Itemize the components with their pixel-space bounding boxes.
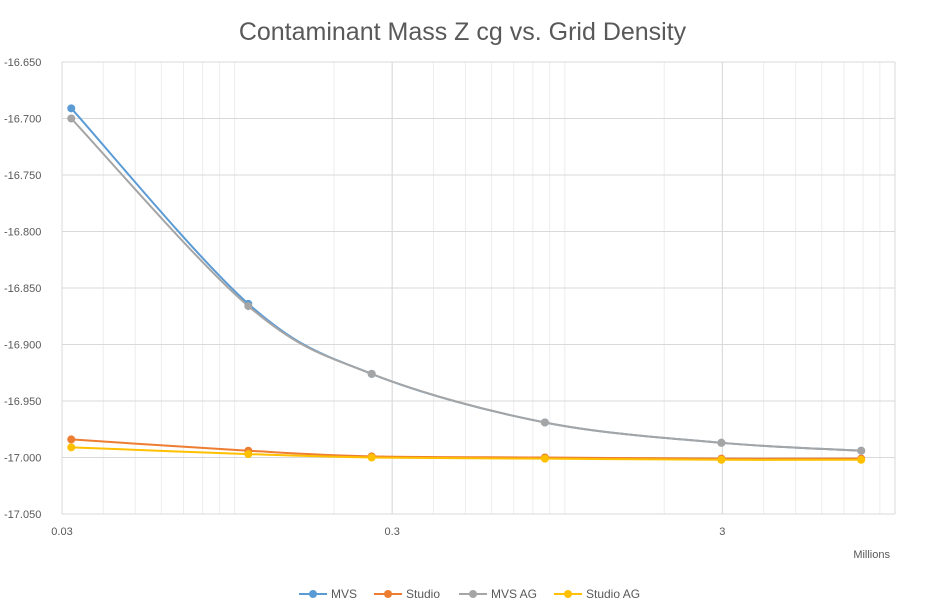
- data-point-studio-ag: [367, 453, 376, 462]
- data-point-studio-ag: [717, 455, 726, 464]
- y-tick-label: -16.800: [4, 227, 41, 239]
- data-point-mvs: [67, 104, 76, 113]
- y-tick-label: -16.850: [4, 283, 41, 295]
- legend-marker-mvs-ag: [469, 590, 477, 598]
- series-line-mvs: [70, 107, 862, 452]
- legend-label-studio-ag: Studio AG: [586, 587, 640, 601]
- series-layer: [67, 104, 866, 464]
- data-point-mvs-ag: [540, 418, 549, 427]
- data-point-studio-ag: [244, 450, 253, 459]
- x-unit-label: Millions: [853, 549, 890, 561]
- y-tick-label: -16.700: [4, 114, 41, 126]
- series-line-studio: [71, 438, 862, 460]
- legend-marker-studio-ag: [564, 590, 572, 598]
- y-tick-label: -17.050: [4, 509, 41, 521]
- x-tick-label: 0.03: [51, 526, 72, 538]
- data-point-mvs-ag: [717, 438, 726, 447]
- data-point-studio: [67, 435, 76, 444]
- legend-label-studio: Studio: [406, 587, 440, 601]
- legend-layer: MVS Studio MVS AG Studio AG: [299, 587, 640, 601]
- axis-layer: -16.650 -16.700 -16.750 -16.800 -16.850 -16.9…: [4, 57, 890, 561]
- grid-layer: [61, 61, 896, 515]
- data-point-studio-ag: [67, 443, 76, 452]
- x-tick-label: 0.3: [385, 526, 400, 538]
- data-point-mvs-ag: [367, 369, 376, 378]
- legend-marker-mvs: [309, 590, 317, 598]
- chart-title: Contaminant Mass Z cg vs. Grid Density: [238, 18, 687, 46]
- y-tick-label: -17.000: [4, 453, 41, 465]
- data-point-mvs-ag: [244, 302, 253, 311]
- series-line-studio-ag: [71, 446, 862, 461]
- legend-label-mvs: MVS: [331, 587, 357, 601]
- data-point-studio-ag: [540, 454, 549, 463]
- data-point-studio-ag: [857, 455, 866, 464]
- y-tick-label: -16.900: [4, 340, 41, 352]
- x-tick-label: 3: [719, 526, 725, 538]
- y-tick-label: -16.950: [4, 396, 41, 408]
- legend-label-mvs-ag: MVS AG: [491, 587, 537, 601]
- data-point-mvs-ag: [67, 114, 76, 123]
- data-point-mvs-ag: [857, 446, 866, 455]
- y-tick-label: -16.650: [4, 57, 41, 69]
- legend-marker-studio: [384, 590, 392, 598]
- y-tick-label: -16.750: [4, 170, 41, 182]
